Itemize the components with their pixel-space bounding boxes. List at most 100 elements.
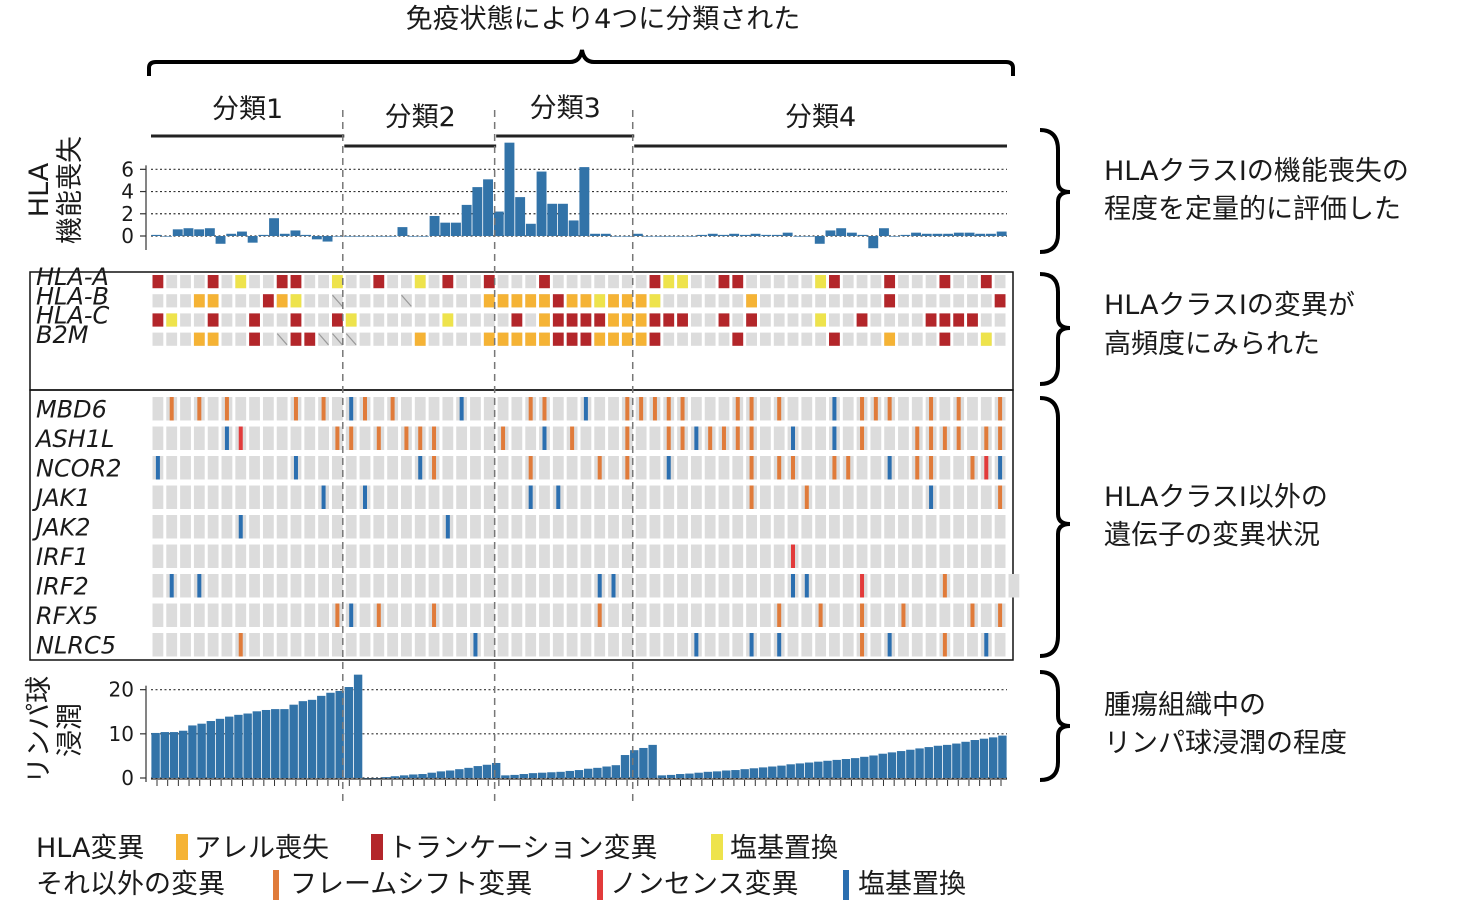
- other-cell: [580, 426, 592, 450]
- other-cell: [304, 456, 316, 480]
- other-mutation: [929, 485, 934, 509]
- other-cell: [483, 544, 495, 568]
- other-cell: [497, 515, 509, 539]
- hla-cell: [967, 275, 978, 289]
- hla-cell: [856, 294, 868, 308]
- other-cell: [166, 633, 178, 657]
- hla-mutation: [635, 332, 647, 346]
- hla-mutation: [621, 313, 633, 327]
- other-cell: [276, 515, 288, 539]
- other-cell: [207, 456, 219, 480]
- other-cell: [290, 544, 302, 568]
- hla-cell: [801, 332, 813, 346]
- other-cell: [221, 456, 233, 480]
- other-cell: [442, 485, 454, 509]
- other-label-irf2: IRF2: [36, 573, 89, 601]
- other-cell: [566, 603, 578, 627]
- hla-cell: [359, 294, 371, 308]
- hla-mutation: [746, 294, 757, 308]
- other-cell: [249, 603, 260, 627]
- other-mutation: [915, 456, 920, 480]
- other-mutation: [956, 397, 961, 421]
- other-cell: [276, 426, 288, 450]
- other-cell: [539, 485, 550, 509]
- other-cell: [552, 544, 564, 568]
- hla-cell-na: [332, 294, 343, 307]
- other-cell: [787, 603, 799, 627]
- other-cell: [718, 633, 730, 657]
- hla-mutation: [262, 294, 274, 308]
- other-cell: [566, 485, 578, 509]
- hla-mutation: [331, 313, 343, 327]
- other-mutation: [804, 574, 809, 598]
- hla-cell: [787, 313, 799, 327]
- lymphocyte-bar: [317, 695, 326, 778]
- hla-mutation: [580, 294, 592, 308]
- other-cell: [262, 397, 274, 421]
- other-mutation: [349, 397, 354, 421]
- other-cell: [442, 456, 454, 480]
- other-cell: [953, 633, 965, 657]
- hla-cell: [759, 294, 771, 308]
- other-mutation: [749, 456, 754, 480]
- other-label-jak2: JAK2: [32, 514, 91, 542]
- other-cell: [911, 603, 923, 627]
- other-mutation: [652, 397, 657, 421]
- hla-loss-bar: [729, 233, 740, 236]
- hla-mutation: [925, 313, 937, 327]
- hla-loss-bar: [515, 197, 526, 236]
- other-cell: [801, 633, 813, 657]
- other-mutation: [749, 426, 754, 450]
- other-cell: [152, 544, 164, 568]
- hla-mutation: [663, 275, 675, 289]
- other-mutation: [639, 397, 644, 421]
- other-cell: [704, 485, 716, 509]
- other-cell: [677, 485, 688, 509]
- other-cell: [359, 426, 371, 450]
- hla-loss-bar: [344, 236, 354, 237]
- lymphocyte-bar: [620, 755, 630, 778]
- other-cell: [980, 515, 992, 539]
- hla-cell: [180, 332, 191, 346]
- other-cell: [635, 544, 647, 568]
- other-cell: [304, 426, 316, 450]
- other-cell: [925, 574, 937, 598]
- other-cell: [442, 544, 454, 568]
- other-cell: [511, 603, 523, 627]
- other-cell: [608, 603, 619, 627]
- lymphocyte-bar: [464, 767, 473, 778]
- other-cell: [276, 456, 288, 480]
- hla-cell: [856, 275, 868, 289]
- other-cell: [759, 456, 771, 480]
- other-mutation: [666, 456, 671, 480]
- hla-cell: [980, 313, 992, 327]
- other-cell: [221, 633, 233, 657]
- other-mutation: [791, 574, 795, 598]
- hla-loss-bar: [279, 233, 290, 236]
- hla-cell: [262, 275, 274, 289]
- hla-mutation: [608, 313, 619, 327]
- other-cell: [359, 574, 371, 598]
- other-frame: [29, 389, 1014, 661]
- hla-loss-bar: [761, 234, 772, 236]
- hla-cell: [470, 313, 481, 327]
- hla-cell: [801, 275, 813, 289]
- other-mutation: [363, 485, 367, 509]
- hla-loss-bar: [686, 236, 697, 237]
- other-mutation: [238, 633, 243, 657]
- other-cell: [511, 426, 523, 450]
- other-cell: [898, 515, 909, 539]
- other-cell: [773, 544, 785, 568]
- hla-mutation: [539, 332, 550, 346]
- other-cell: [829, 633, 840, 657]
- other-cell: [166, 485, 178, 509]
- hla-cell: [773, 294, 785, 308]
- hla-mutation: [732, 275, 744, 289]
- hla-mutation: [442, 313, 454, 327]
- other-cell: [511, 456, 523, 480]
- hla-mutation: [483, 275, 495, 289]
- hla-cell: [663, 294, 675, 308]
- other-mutation: [956, 426, 961, 450]
- other-cell: [539, 574, 550, 598]
